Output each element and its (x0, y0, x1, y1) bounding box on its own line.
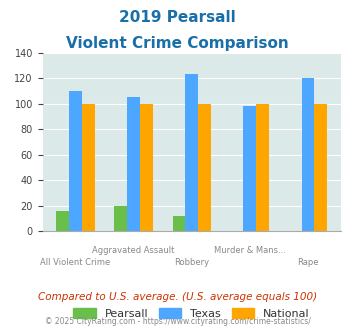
Text: Rape: Rape (297, 258, 319, 267)
Text: Compared to U.S. average. (U.S. average equals 100): Compared to U.S. average. (U.S. average … (38, 292, 317, 302)
Bar (198, 104, 211, 231)
Legend: Pearsall, Texas, National: Pearsall, Texas, National (69, 304, 315, 323)
Text: All Violent Crime: All Violent Crime (40, 258, 110, 267)
Text: Robbery: Robbery (174, 258, 209, 267)
Bar (256, 104, 269, 231)
Bar (56, 211, 69, 231)
Text: © 2025 CityRating.com - https://www.cityrating.com/crime-statistics/: © 2025 CityRating.com - https://www.city… (45, 317, 310, 326)
Text: Aggravated Assault: Aggravated Assault (92, 246, 175, 255)
Bar (69, 91, 82, 231)
Bar (140, 104, 153, 231)
Bar (315, 104, 327, 231)
Bar (185, 75, 198, 231)
Bar (114, 206, 127, 231)
Bar (302, 78, 315, 231)
Bar (173, 216, 185, 231)
Text: Violent Crime Comparison: Violent Crime Comparison (66, 36, 289, 51)
Bar (244, 106, 256, 231)
Text: Murder & Mans...: Murder & Mans... (214, 246, 286, 255)
Bar (127, 97, 140, 231)
Text: 2019 Pearsall: 2019 Pearsall (119, 10, 236, 25)
Bar (82, 104, 94, 231)
